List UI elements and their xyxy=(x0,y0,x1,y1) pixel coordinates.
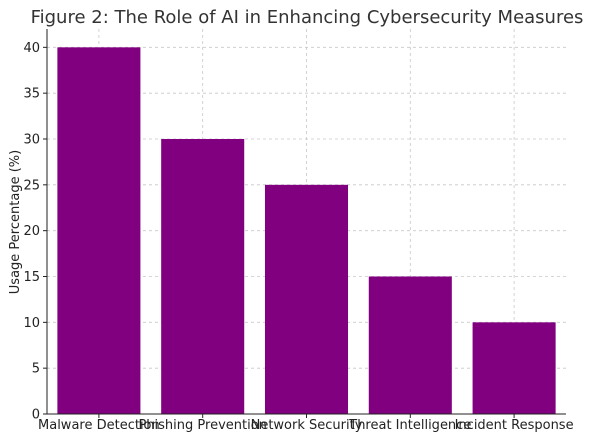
y-tick-label: 40 xyxy=(23,41,40,56)
x-tick-label: Network Security xyxy=(251,418,363,433)
x-tick-label: Threat Intelligence xyxy=(348,418,471,433)
y-tick-label: 5 xyxy=(32,362,40,377)
bars-layer xyxy=(57,47,556,414)
x-tick-label: Phishing Prevention xyxy=(138,418,266,433)
y-tick-label: 15 xyxy=(23,270,40,285)
y-tick-label: 35 xyxy=(23,87,40,102)
bar-incident-response xyxy=(472,322,556,414)
bar-malware-detection xyxy=(57,47,141,414)
bar-phishing-prevention xyxy=(161,139,245,414)
y-tick-label: 0 xyxy=(32,408,40,423)
y-axis-label: Usage Percentage (%) xyxy=(8,150,23,294)
y-tick-label: 25 xyxy=(23,178,40,193)
chart-title: Figure 2: The Role of AI in Enhancing Cy… xyxy=(31,7,584,28)
x-tick-label: Incident Response xyxy=(455,418,574,433)
y-tick-label: 30 xyxy=(23,133,40,148)
bar-threat-intelligence xyxy=(368,276,452,414)
bar-network-security xyxy=(264,184,349,414)
x-tick-label: Malware Detection xyxy=(38,418,160,433)
y-tick-label: 20 xyxy=(23,224,40,239)
y-tick-label: 10 xyxy=(23,316,40,331)
y-ticks: 0 5 10 15 20 25 30 35 40 xyxy=(23,41,47,423)
